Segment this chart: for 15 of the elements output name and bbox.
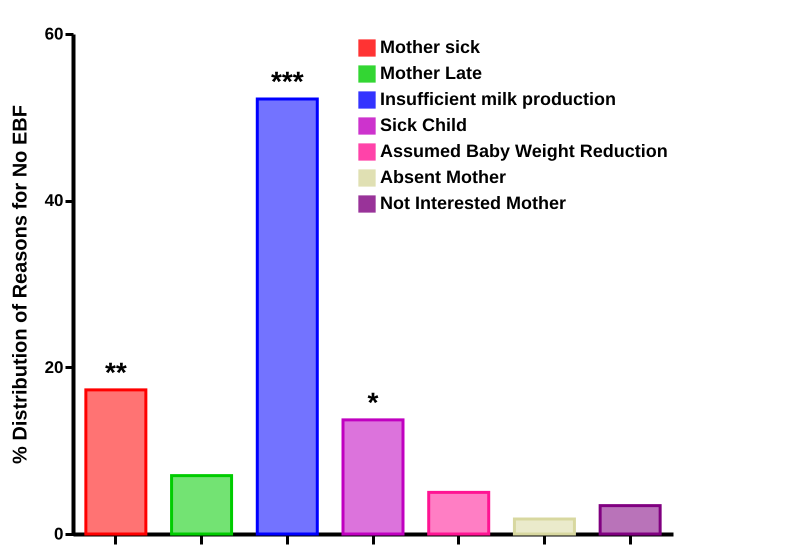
y-tick-label: 40 xyxy=(44,191,64,210)
y-axis-title: % Distribution of Reasons for No EBF xyxy=(10,105,32,464)
legend-label: Assumed Baby Weight Reduction xyxy=(380,141,668,161)
legend-label: Insufficient milk production xyxy=(380,89,616,109)
legend-label: Mother Late xyxy=(380,63,482,83)
legend-label: Sick Child xyxy=(380,115,468,135)
y-tick-label: 60 xyxy=(44,24,64,44)
annotation: *** xyxy=(270,66,304,97)
legend-label: Mother sick xyxy=(380,37,482,57)
annotation: ** xyxy=(104,356,127,388)
annotation: * xyxy=(368,386,379,418)
legend-label: Absent Mother xyxy=(380,167,506,187)
y-tick-label: 0 xyxy=(54,524,64,544)
legend-label: Not Interested Mother xyxy=(380,193,566,213)
y-tick-label: 20 xyxy=(44,358,64,377)
